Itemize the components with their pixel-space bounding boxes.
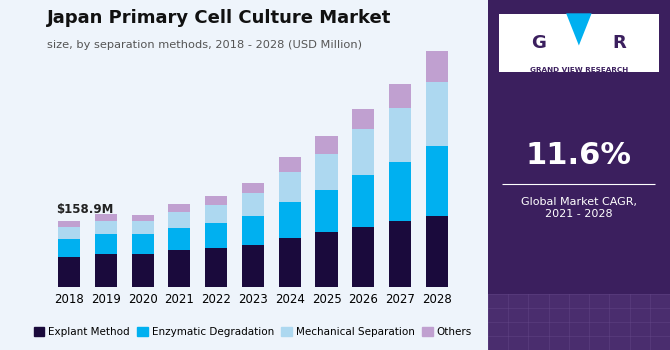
Bar — [58, 221, 80, 227]
Bar — [168, 228, 190, 250]
Bar — [279, 238, 301, 287]
Text: Global Market CAGR,
2021 - 2028: Global Market CAGR, 2021 - 2028 — [521, 197, 637, 219]
Bar — [168, 212, 190, 228]
Bar — [94, 214, 117, 221]
Bar — [389, 221, 411, 287]
Bar — [316, 232, 338, 287]
Bar — [242, 183, 264, 193]
Text: 11.6%: 11.6% — [526, 141, 632, 170]
Bar — [242, 245, 264, 287]
Bar — [389, 108, 411, 162]
Bar — [131, 254, 153, 287]
Bar — [131, 215, 153, 221]
FancyBboxPatch shape — [498, 14, 659, 72]
Text: Source:
www.grandviewresearch.com: Source: www.grandviewresearch.com — [502, 307, 653, 327]
Bar — [352, 175, 375, 227]
Bar — [58, 227, 80, 239]
Text: $158.9M: $158.9M — [56, 203, 113, 216]
Text: GRAND VIEW RESEARCH: GRAND VIEW RESEARCH — [530, 67, 628, 73]
Bar — [94, 234, 117, 254]
Bar — [426, 216, 448, 287]
Bar — [205, 196, 227, 205]
Bar — [131, 234, 153, 254]
Bar — [426, 82, 448, 146]
Bar — [58, 239, 80, 257]
Bar — [131, 221, 153, 234]
Text: size, by separation methods, 2018 - 2028 (USD Million): size, by separation methods, 2018 - 2028… — [47, 40, 362, 50]
Text: Japan Primary Cell Culture Market: Japan Primary Cell Culture Market — [47, 9, 391, 27]
Text: G: G — [531, 34, 546, 52]
Bar — [168, 204, 190, 212]
Bar — [205, 205, 227, 223]
Text: R: R — [612, 34, 626, 52]
Bar — [94, 254, 117, 287]
Bar — [352, 130, 375, 175]
Bar — [426, 51, 448, 82]
Bar — [352, 109, 375, 130]
Bar — [352, 227, 375, 287]
Bar — [316, 136, 338, 154]
Bar — [389, 162, 411, 221]
Bar — [316, 190, 338, 232]
Bar — [389, 84, 411, 108]
Bar — [316, 154, 338, 190]
Bar — [168, 250, 190, 287]
Legend: Explant Method, Enzymatic Degradation, Mechanical Separation, Others: Explant Method, Enzymatic Degradation, M… — [29, 323, 476, 341]
Bar — [58, 257, 80, 287]
Bar — [242, 193, 264, 216]
Bar — [279, 172, 301, 202]
Bar — [426, 146, 448, 216]
Bar — [242, 216, 264, 245]
Bar — [205, 248, 227, 287]
Bar — [94, 221, 117, 234]
Bar — [205, 223, 227, 248]
Polygon shape — [566, 13, 592, 46]
Bar — [279, 157, 301, 172]
Bar — [279, 202, 301, 238]
